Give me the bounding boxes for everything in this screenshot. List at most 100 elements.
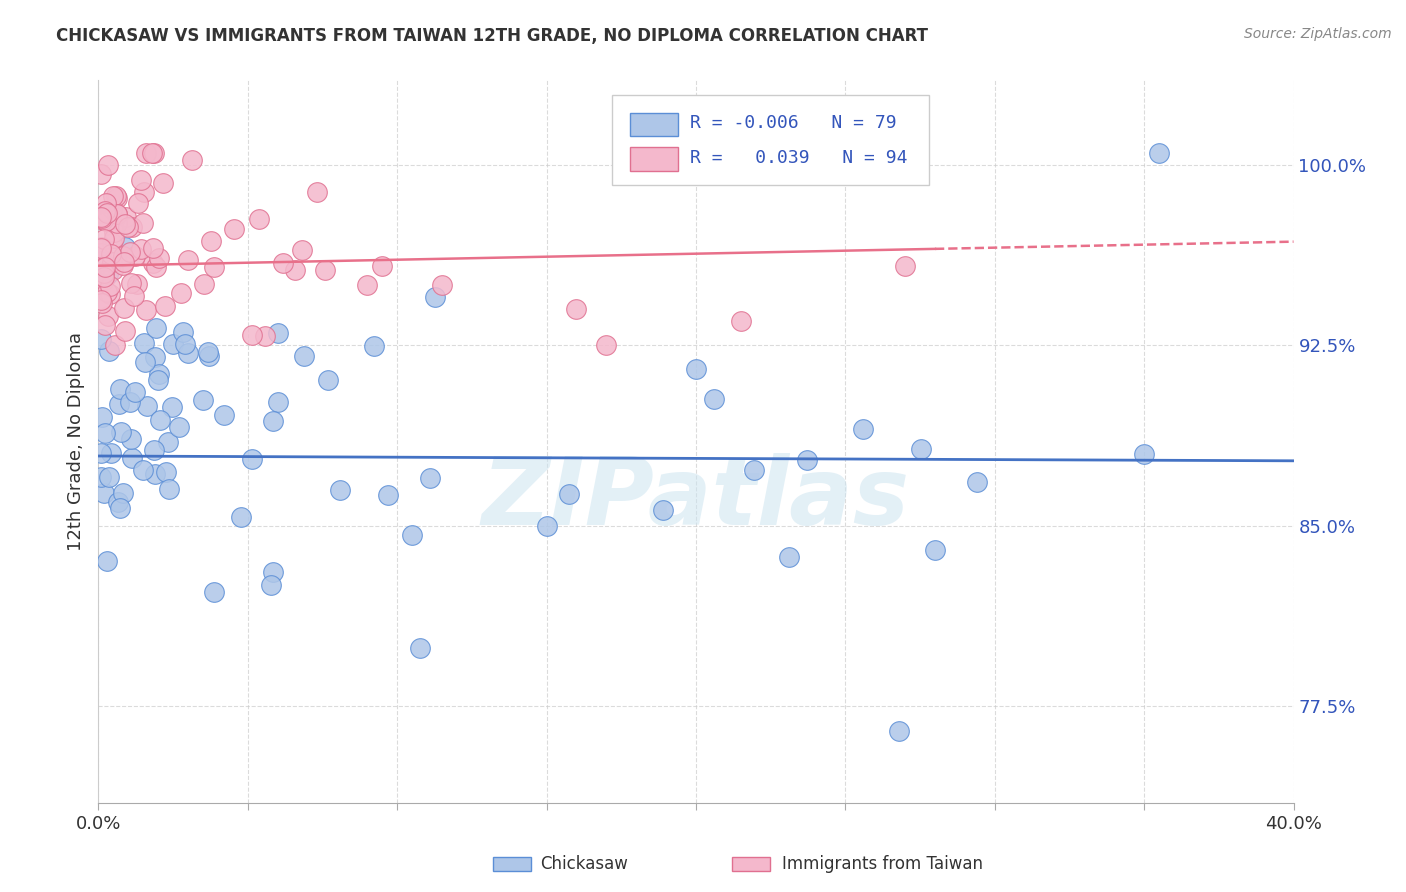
Point [172,326,194,340]
Point [198,349,221,363]
Point [120,276,142,290]
Point [200,234,222,248]
Point [90,253,112,268]
Point [90,333,112,347]
Point [924,542,946,557]
Point [329,483,352,497]
Point [966,475,988,489]
Point [90,295,112,310]
Point [105,206,128,220]
Point [294,350,316,364]
Point [91,409,114,424]
Point [93,232,115,246]
Point [202,260,225,274]
Point [105,191,128,205]
Point [240,328,263,343]
Point [110,425,132,440]
Text: Immigrants from Taiwan: Immigrants from Taiwan [782,855,983,873]
Point [112,249,135,263]
Point [889,723,911,738]
Point [170,286,193,301]
Point [430,277,453,292]
Point [108,397,131,411]
FancyBboxPatch shape [630,112,678,136]
Point [96,158,118,172]
Point [90,210,112,224]
Point [134,355,156,369]
Point [121,219,143,234]
Point [176,253,198,268]
Text: CHICKASAW VS IMMIGRANTS FROM TAIWAN 12TH GRADE, NO DIPLOMA CORRELATION CHART: CHICKASAW VS IMMIGRANTS FROM TAIWAN 12TH… [56,27,928,45]
Point [156,434,179,449]
Point [253,329,276,343]
Point [98,343,121,358]
Point [96,554,118,568]
Point [155,299,177,313]
Point [136,399,159,413]
Point [114,324,136,338]
Point [356,277,378,292]
Point [135,303,157,318]
Point [536,519,558,533]
Point [202,585,225,599]
Point [98,470,121,484]
Point [796,453,818,467]
Point [90,268,112,283]
Point [214,408,236,422]
Point [135,145,157,160]
FancyBboxPatch shape [494,857,531,871]
Point [111,258,134,272]
Point [247,211,270,226]
Point [176,346,198,360]
Point [96,285,118,299]
Point [145,320,167,334]
Text: ZIPatlas: ZIPatlas [482,453,910,545]
Point [112,485,135,500]
Point [90,167,112,181]
Point [94,203,117,218]
Point [197,344,219,359]
Point [132,336,155,351]
Point [314,262,336,277]
Point [93,270,115,285]
Point [94,196,117,211]
Point [305,185,328,199]
Point [124,384,146,399]
Point [148,412,170,426]
Point [1133,447,1156,461]
Point [93,272,115,286]
Point [90,242,112,256]
Point [94,214,117,228]
Point [267,394,290,409]
Point [193,277,215,291]
Point [401,528,423,542]
Point [894,259,917,273]
Point [148,252,170,266]
Point [291,244,314,258]
Point [90,246,112,260]
Point [101,263,124,277]
Point [90,445,112,459]
Point [557,486,579,500]
Point [260,578,283,592]
Point [142,443,165,458]
Point [222,222,245,236]
Point [132,216,155,230]
Point [93,266,115,280]
Point [115,210,138,224]
Point [93,260,115,274]
Point [90,293,112,307]
Point [131,242,153,256]
Point [145,467,167,482]
Point [141,145,163,160]
Point [101,255,124,269]
Point [262,565,284,579]
Point [142,255,165,269]
Point [107,494,129,508]
Point [118,394,141,409]
Point [371,259,394,273]
Point [273,256,295,270]
Point [910,442,932,457]
Point [267,326,290,340]
Point [91,212,114,227]
